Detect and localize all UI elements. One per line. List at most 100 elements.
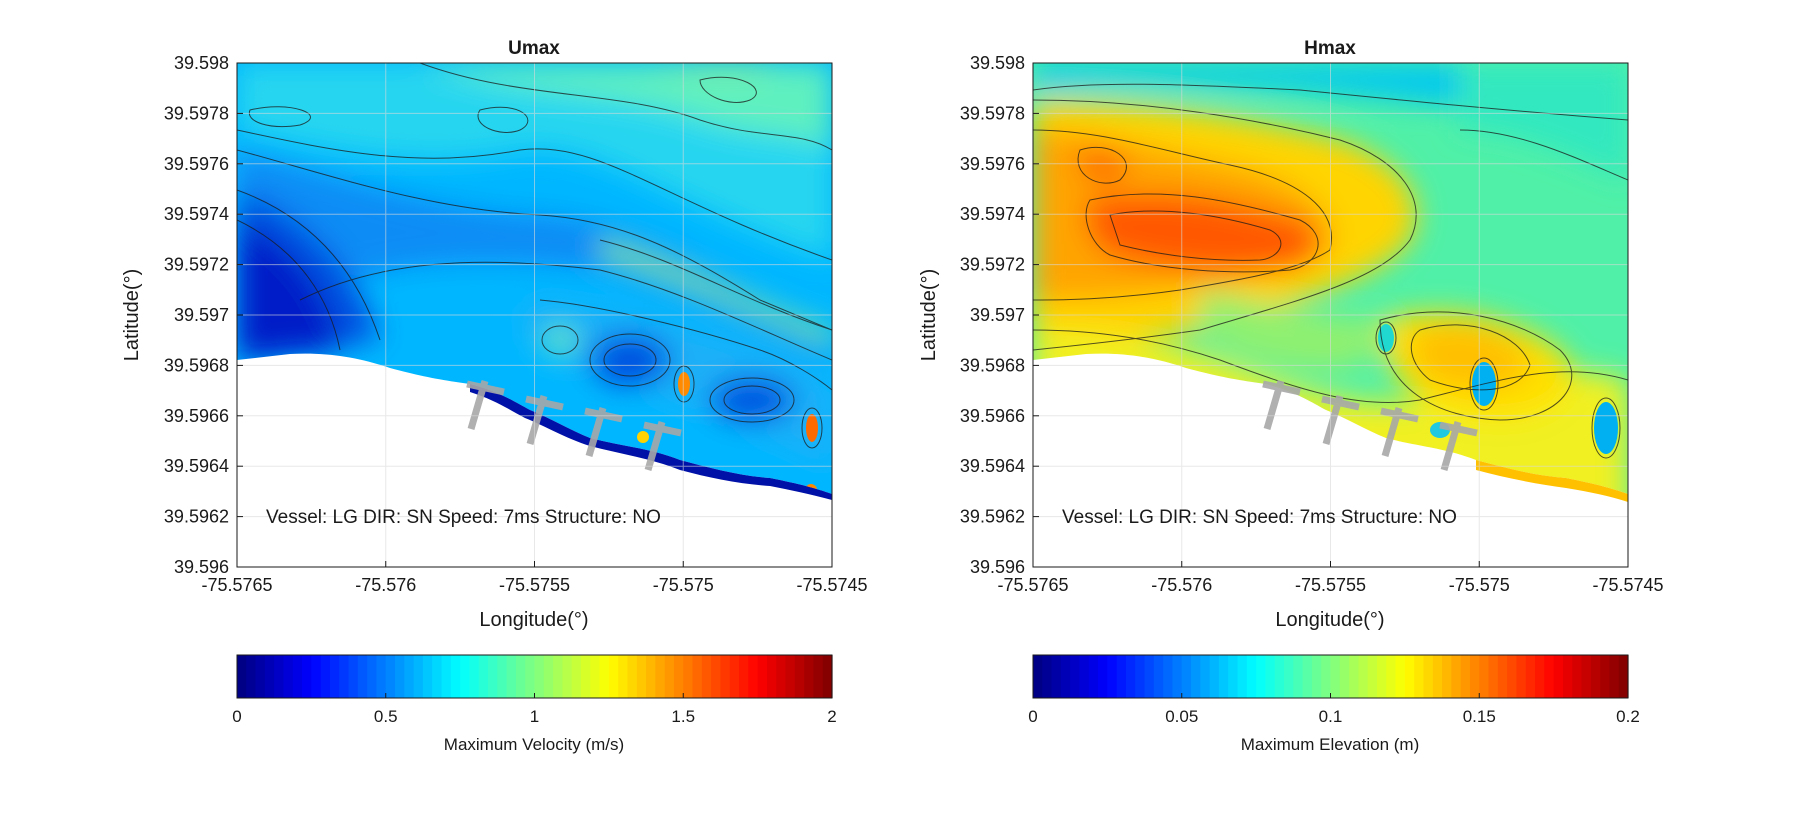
hmax-colorbar-segment [1060, 655, 1071, 698]
hmax-colorbar-segment [1358, 655, 1369, 698]
hmax-x-tick-label: -75.5765 [997, 575, 1068, 595]
hmax-colorbar-segment [1525, 655, 1536, 698]
hmax-y-tick-label: 39.597 [970, 305, 1025, 325]
hmax-y-tick-label: 39.5978 [960, 103, 1025, 123]
umax-colorbar-segment [543, 655, 554, 698]
hmax-colorbar-segment [1572, 655, 1583, 698]
hmax-colorbar-segment [1265, 655, 1276, 698]
umax-colorbar-segment [673, 655, 684, 698]
hmax-groin-2 [1321, 395, 1360, 445]
hmax-colorbar-tick-label: 0.1 [1319, 707, 1343, 726]
umax-colorbar-segment [636, 655, 647, 698]
hmax-colorbar-segment [1042, 655, 1053, 698]
umax-colorbar-segment [385, 655, 396, 698]
umax-colorbar-segment [534, 655, 545, 698]
hmax-y-tick-label: 39.5962 [960, 507, 1025, 527]
umax-colorbar-segment [283, 655, 294, 698]
hmax-x-tick-label: -75.575 [1449, 575, 1510, 595]
hmax-colorbar-tick-label: 0.2 [1616, 707, 1640, 726]
hmax-colorbar-segment [1191, 655, 1201, 698]
umax-colorbar-segment [664, 655, 675, 698]
hmax-colorbar-segment [1600, 655, 1611, 698]
umax-colorbar-segment [748, 655, 759, 698]
umax-colorbar-segment [655, 655, 666, 698]
umax-y-tick-label: 39.5966 [164, 406, 229, 426]
hmax-y-tick-label: 39.5972 [960, 255, 1025, 275]
hmax-colorbar-segment [1218, 655, 1229, 698]
hmax-colorbar-segment [1386, 655, 1397, 698]
umax-colorbar-segment [813, 655, 824, 698]
hmax-colorbar-label: Maximum Elevation (m) [1241, 735, 1420, 754]
hmax-colorbar-segment [1423, 655, 1434, 698]
hmax-colorbar-segment [1237, 655, 1248, 698]
hmax-colorbar-segment [1246, 655, 1257, 698]
hmax-colorbar-segment [1209, 655, 1220, 698]
hmax-y-tick-label: 39.5964 [960, 456, 1025, 476]
umax-colorbar-segment [246, 655, 257, 698]
umax-colorbar-segment [441, 655, 452, 698]
hmax-colorbar-segment [1330, 655, 1341, 698]
umax-colorbar-tick-label: 2 [827, 707, 836, 726]
umax-y-tick-label: 39.5964 [164, 456, 229, 476]
umax-y-tick-label: 39.5976 [164, 154, 229, 174]
hmax-ticks: -75.5765 -75.576 -75.5755 -75.575 -75.5745 39… [960, 53, 1664, 595]
hmax-colorbar-segment [1618, 655, 1629, 698]
umax-colorbar-segment [264, 655, 275, 698]
hmax-colorbar-segment [1367, 655, 1378, 698]
hmax-colorbar-segment [1562, 655, 1573, 698]
umax-colorbar-segment [794, 655, 805, 698]
hmax-colorbar: 0 0.05 0.1 0.15 0.2 [1028, 654, 1640, 726]
hmax-y-tick-label: 39.5976 [960, 154, 1025, 174]
umax-colorbar-segment [553, 655, 563, 698]
hmax-colorbar-segment [1488, 655, 1499, 698]
umax-annotation: Vessel: LG DIR: SN Speed: 7ms Structure:… [266, 507, 661, 528]
hmax-x-tick-label: -75.576 [1151, 575, 1212, 595]
hmax-colorbar-segment [1442, 655, 1452, 698]
umax-colorbar-segment [255, 655, 266, 698]
hmax-annotation: Vessel: LG DIR: SN Speed: 7ms Structure:… [1062, 507, 1457, 528]
hmax-colorbar-segment [1153, 655, 1164, 698]
umax-colorbar-segment [422, 655, 433, 698]
hmax-colorbar-segment [1321, 655, 1332, 698]
umax-y-tick-label: 39.5974 [164, 204, 229, 224]
hmax-colorbar-segment [1284, 655, 1294, 698]
hmax-y-tick-label: 39.5966 [960, 406, 1025, 426]
umax-colorbar-segment [432, 655, 443, 698]
hmax-colorbar-segment [1376, 655, 1387, 698]
hmax-y-tick-label: 39.5968 [960, 355, 1025, 375]
hmax-colorbar-segment [1070, 655, 1081, 698]
umax-colorbar-segment [683, 655, 694, 698]
umax-panel: -75.5765 -75.576 -75.5755 -75.575 -75.5745 39… [121, 38, 868, 754]
umax-colorbar-segment [525, 655, 536, 698]
hmax-colorbar-segment [1181, 655, 1192, 698]
hmax-colorbar-segment [1125, 655, 1136, 698]
umax-colorbar-segment [590, 655, 601, 698]
umax-colorbar-segment [274, 655, 285, 698]
hmax-colorbar-tick-label: 0.15 [1463, 707, 1496, 726]
umax-colorbar-tick-label: 0.5 [374, 707, 398, 726]
hmax-colorbar-segment [1553, 655, 1564, 698]
hmax-colorbar-segment [1581, 655, 1592, 698]
umax-colorbar-segment [395, 655, 405, 698]
umax-colorbar-segment [776, 655, 787, 698]
umax-colorbar-segment [822, 655, 833, 698]
umax-colorbar-segment [320, 655, 331, 698]
hmax-title: Hmax [1304, 38, 1356, 59]
hmax-colorbar-segment [1349, 655, 1359, 698]
umax-y-axis-label: Latitude(°) [121, 269, 143, 362]
umax-x-axis-label: Longitude(°) [479, 609, 588, 631]
umax-colorbar-segment [469, 655, 480, 698]
umax-colorbar-segment [413, 655, 424, 698]
hmax-colorbar-segment [1404, 655, 1415, 698]
umax-colorbar-segment [608, 655, 619, 698]
hmax-colorbar-segment [1033, 655, 1043, 698]
hmax-colorbar-segment [1144, 655, 1155, 698]
hmax-colorbar-segment [1590, 655, 1601, 698]
umax-y-tick-label: 39.5962 [164, 507, 229, 527]
umax-colorbar-tick-label: 1.5 [671, 707, 695, 726]
hmax-x-axis-label: Longitude(°) [1275, 609, 1384, 631]
hmax-colorbar-segment [1414, 655, 1425, 698]
umax-colorbar-segment [488, 655, 498, 698]
umax-colorbar-segment [506, 655, 517, 698]
